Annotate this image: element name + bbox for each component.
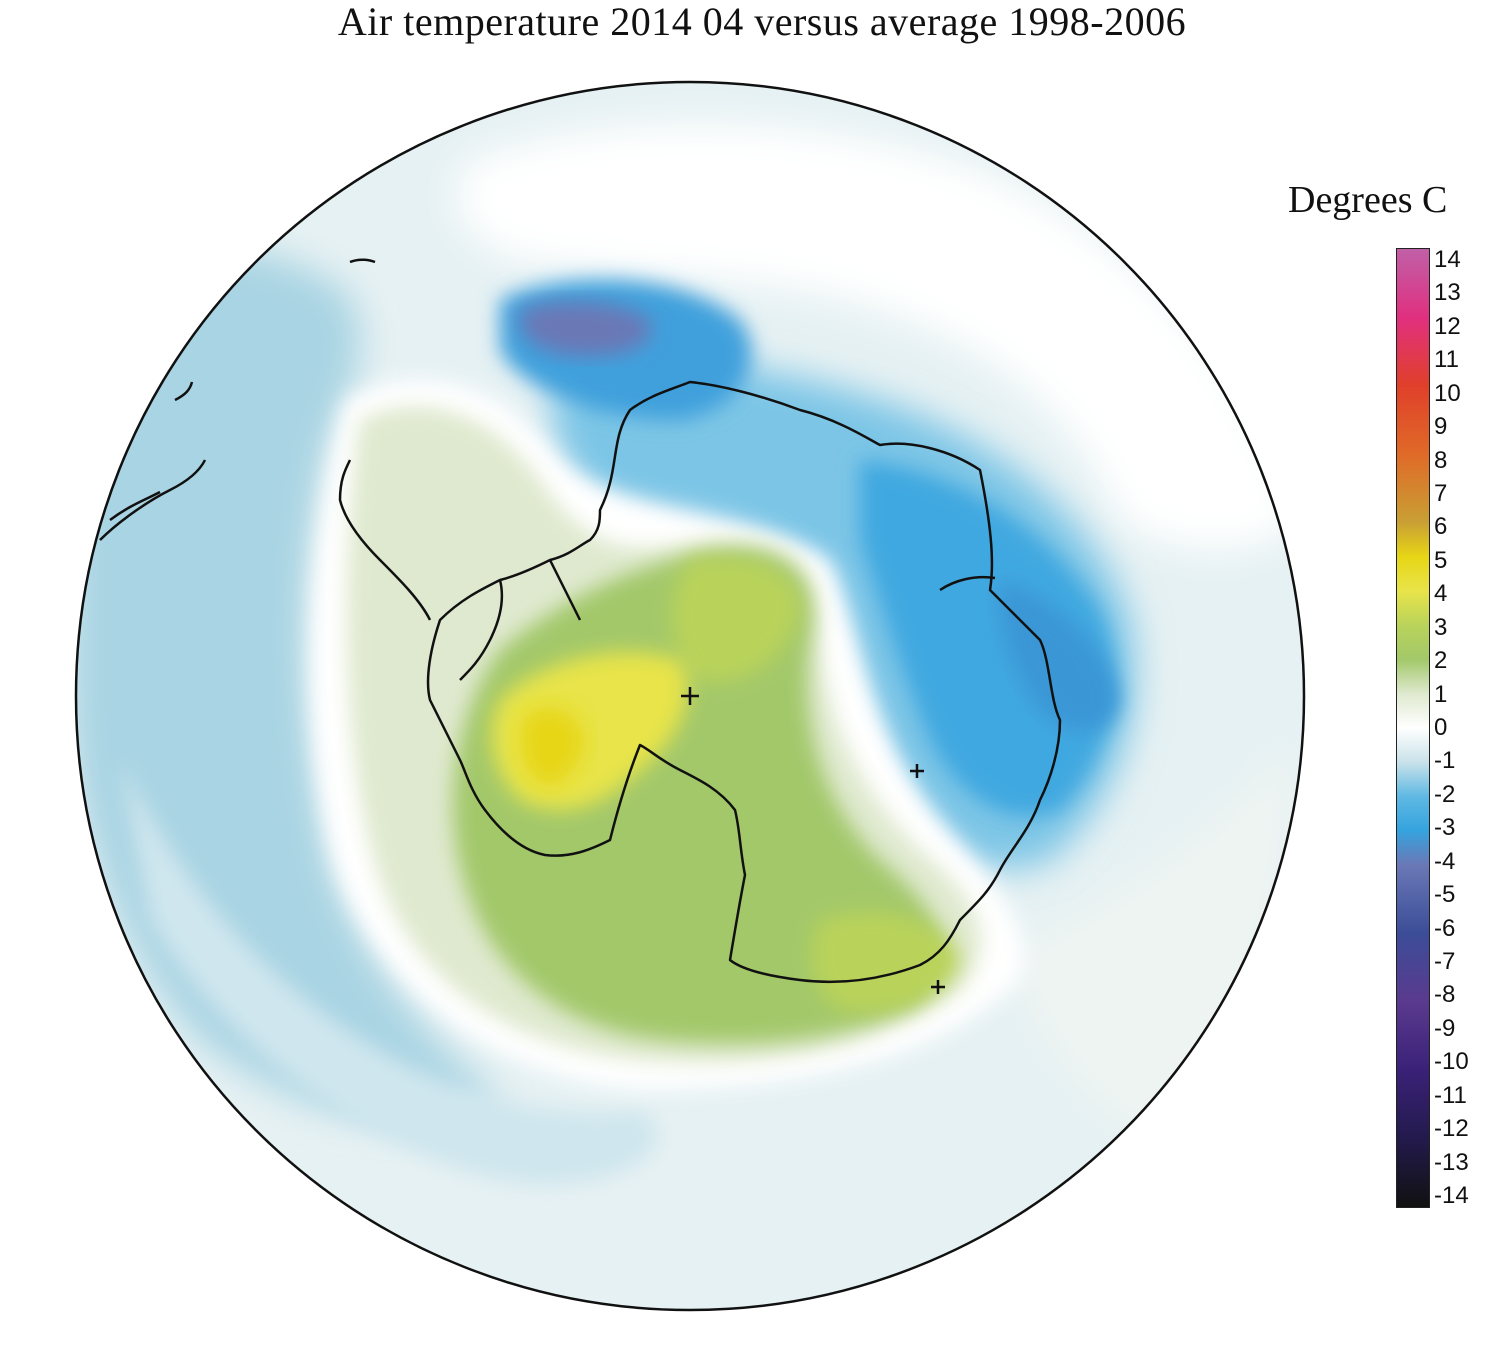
colorbar-tick-label: 5 xyxy=(1434,546,1448,574)
colorbar-tick-label: 10 xyxy=(1434,379,1461,407)
plus-marker xyxy=(931,980,945,994)
colorbar-tick-label: 14 xyxy=(1434,246,1461,273)
colorbar-tick-label: -7 xyxy=(1434,948,1456,975)
colorbar-tick-label: -4 xyxy=(1434,847,1456,875)
colorbar-tick-label: -1 xyxy=(1434,747,1456,775)
colorbar-tick-label: -9 xyxy=(1434,1014,1456,1042)
colorbar-tick-label: 11 xyxy=(1434,346,1459,374)
colorbar-tick-label: -13 xyxy=(1434,1148,1469,1176)
colorbar-tick-label: -12 xyxy=(1434,1115,1469,1143)
plus-marker xyxy=(681,687,699,705)
colorbar-tick-label: -2 xyxy=(1434,780,1456,808)
colorbar-tick-label: -6 xyxy=(1434,914,1456,942)
colorbar-tick-label: -11 xyxy=(1434,1081,1467,1109)
colorbar-tick-label: 4 xyxy=(1434,580,1448,608)
colorbar-tick-label: -3 xyxy=(1434,814,1456,842)
colorbar-tick-label: 12 xyxy=(1434,312,1461,340)
colorbar-tick-label: 7 xyxy=(1434,480,1448,507)
colorbar-tick-label: 0 xyxy=(1434,714,1448,741)
anomaly-map xyxy=(74,80,1306,1312)
colorbar-tick-label: -5 xyxy=(1434,881,1456,909)
colorbar-tick-label: 2 xyxy=(1434,647,1448,675)
colorbar-tick-label: -8 xyxy=(1434,981,1456,1009)
colorbar-tick-label: -10 xyxy=(1434,1048,1469,1076)
colorbar-tick-label: 9 xyxy=(1434,413,1448,441)
coastline xyxy=(338,380,1062,984)
colorbar-tick-label: 1 xyxy=(1434,680,1448,708)
colorbar-tick-label: 8 xyxy=(1434,446,1448,474)
colorbar-tick-label: 3 xyxy=(1434,613,1448,641)
colorbar-tick-label: 13 xyxy=(1434,279,1461,307)
colorbar xyxy=(1396,248,1430,1208)
south-america-coast xyxy=(99,258,376,541)
plus-marker xyxy=(910,764,924,778)
colorbar-tick-label: 6 xyxy=(1434,513,1448,541)
colorbar-tick-label: -14 xyxy=(1434,1182,1469,1209)
map-boundary-circle xyxy=(74,80,1306,1312)
map-title: Air temperature 2014 04 versus average 1… xyxy=(337,0,1187,44)
colorbar-ticks: 14 13 12 11 10 9 8 7 6 5 4 3 2 1 0 -1 -2 -3 -4 -5 -6 -7 -8 -9 -1… xyxy=(1434,248,1500,1208)
legend-title: Degrees C xyxy=(1288,179,1448,221)
